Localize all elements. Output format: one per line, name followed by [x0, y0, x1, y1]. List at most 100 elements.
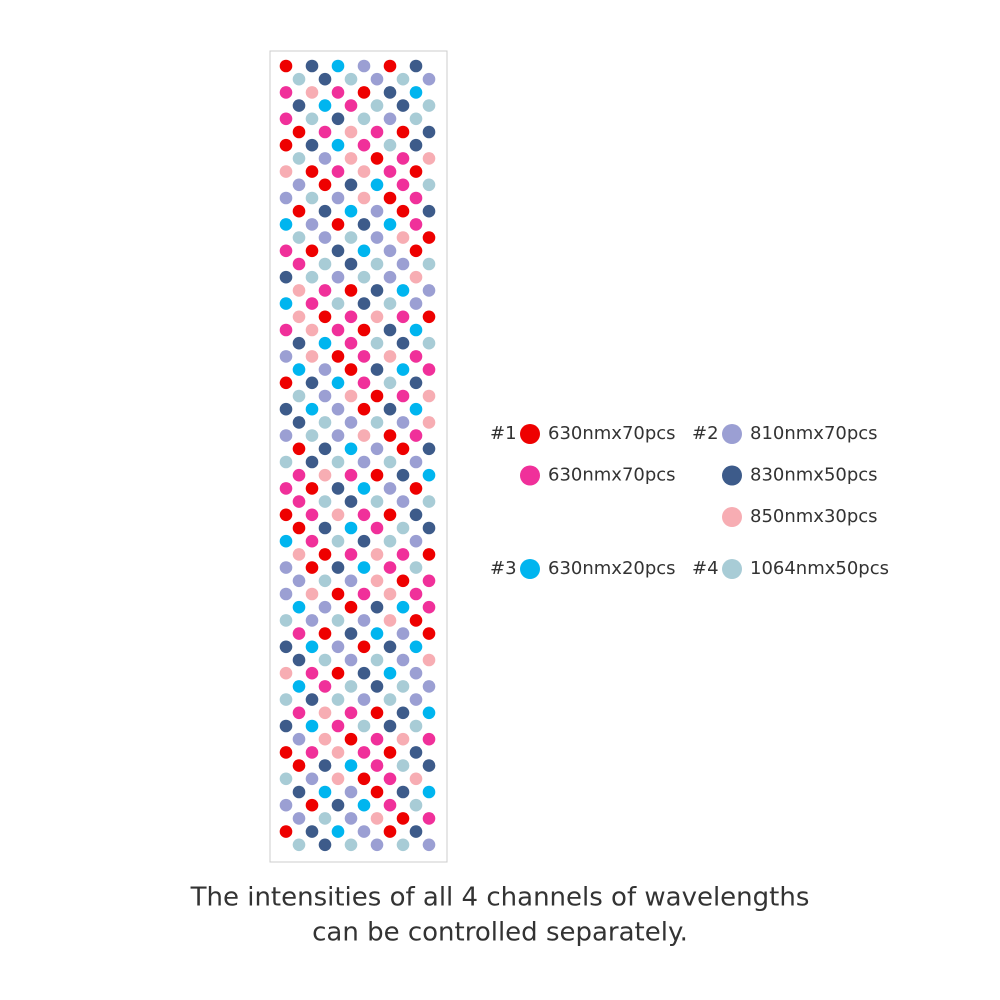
- led: [331, 323, 345, 337]
- led: [357, 455, 371, 469]
- led: [370, 627, 384, 640]
- led: [383, 402, 397, 416]
- led: [344, 152, 358, 165]
- led: [279, 587, 293, 601]
- led: [422, 310, 436, 324]
- led: [344, 653, 358, 667]
- led: [292, 72, 306, 86]
- led: [370, 706, 384, 720]
- led: [396, 812, 410, 825]
- led: [357, 561, 371, 574]
- led: [370, 336, 384, 350]
- led: [331, 561, 345, 574]
- led: [305, 270, 319, 284]
- led: [279, 112, 293, 126]
- led: [409, 455, 423, 469]
- legend-dot: [520, 465, 540, 486]
- led: [292, 310, 306, 324]
- led: [305, 455, 319, 469]
- led: [318, 125, 332, 139]
- led: [318, 442, 332, 456]
- led: [331, 244, 345, 258]
- led: [383, 482, 397, 495]
- led: [409, 798, 423, 812]
- led: [357, 429, 371, 442]
- led: [396, 99, 410, 112]
- caption-line: The intensities of all 4 channels of wav…: [190, 883, 810, 913]
- caption-line: can be controlled separately.: [312, 918, 688, 948]
- led: [409, 297, 423, 310]
- led: [292, 838, 306, 852]
- led: [331, 640, 345, 654]
- led: [305, 350, 319, 363]
- led: [357, 587, 371, 601]
- led: [318, 653, 332, 667]
- led: [383, 666, 397, 680]
- led: [383, 798, 397, 812]
- led: [357, 86, 371, 99]
- led: [383, 587, 397, 601]
- led: [357, 798, 371, 812]
- led: [409, 191, 423, 205]
- led: [344, 72, 358, 86]
- led: [292, 732, 306, 746]
- led: [357, 297, 371, 310]
- led: [383, 86, 397, 99]
- led: [279, 561, 293, 574]
- led: [344, 178, 358, 192]
- led: [396, 785, 410, 799]
- led: [292, 680, 306, 693]
- led: [331, 798, 345, 812]
- led: [305, 640, 319, 654]
- led: [292, 812, 306, 825]
- led: [383, 825, 397, 838]
- led: [383, 376, 397, 390]
- led: [396, 574, 410, 588]
- legend-text: 1064nmx50pcs: [750, 558, 889, 579]
- led: [422, 785, 436, 799]
- led: [370, 495, 384, 508]
- led: [383, 323, 397, 337]
- led: [305, 138, 319, 152]
- led: [357, 376, 371, 390]
- led: [279, 825, 293, 838]
- led: [318, 284, 332, 297]
- led: [279, 59, 293, 73]
- led: [370, 257, 384, 271]
- led: [292, 548, 306, 561]
- led: [383, 429, 397, 442]
- led: [370, 310, 384, 324]
- led: [370, 99, 384, 112]
- legend-dot: [520, 424, 540, 444]
- led: [318, 336, 332, 350]
- led: [292, 706, 306, 720]
- led: [305, 297, 319, 310]
- led: [344, 442, 358, 456]
- led: [344, 732, 358, 746]
- led: [396, 125, 410, 139]
- led: [305, 772, 319, 786]
- led: [383, 455, 397, 469]
- led: [422, 495, 436, 508]
- led: [305, 482, 319, 495]
- led: [396, 600, 410, 614]
- led: [344, 548, 358, 561]
- led: [344, 627, 358, 640]
- led: [409, 561, 423, 574]
- led: [409, 825, 423, 838]
- led: [344, 99, 358, 112]
- led: [357, 218, 371, 231]
- led: [292, 653, 306, 667]
- led: [279, 350, 293, 363]
- led: [409, 614, 423, 627]
- led: [409, 59, 423, 73]
- led: [331, 746, 345, 759]
- led: [344, 310, 358, 324]
- led: [370, 152, 384, 165]
- led: [422, 600, 436, 614]
- led: [318, 72, 332, 86]
- led: [409, 693, 423, 706]
- led: [279, 666, 293, 680]
- led: [331, 297, 345, 310]
- led: [422, 548, 436, 561]
